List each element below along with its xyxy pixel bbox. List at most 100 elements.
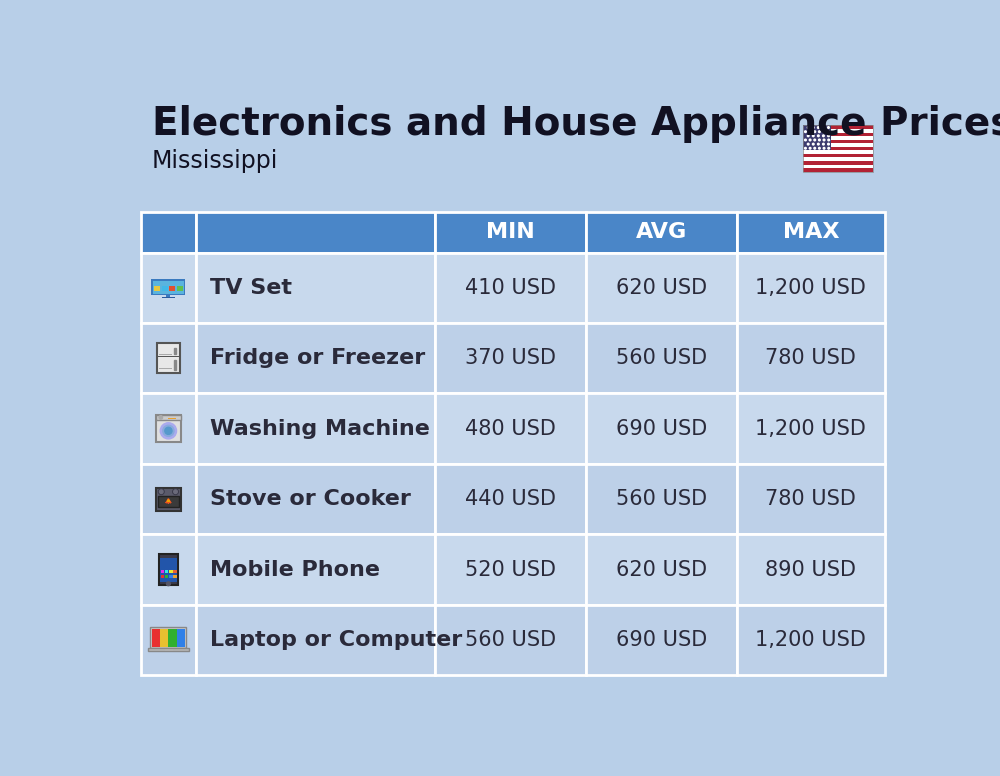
Bar	[803, 147, 873, 151]
Bar	[803, 165, 873, 168]
Bar	[164, 649, 173, 650]
Bar	[435, 605, 586, 675]
Bar	[803, 161, 873, 165]
Bar	[586, 605, 737, 675]
Circle shape	[823, 131, 825, 133]
Circle shape	[807, 126, 809, 128]
Bar	[803, 133, 873, 136]
Circle shape	[814, 147, 816, 149]
Text: 1,200 USD: 1,200 USD	[755, 630, 866, 650]
Bar	[435, 323, 586, 393]
Bar	[586, 252, 737, 323]
Text: Washing Machine: Washing Machine	[210, 418, 430, 438]
Bar	[586, 535, 737, 605]
Bar	[169, 570, 173, 573]
Bar	[737, 252, 885, 323]
Text: 370 USD: 370 USD	[465, 348, 556, 368]
Circle shape	[173, 489, 178, 494]
Circle shape	[809, 147, 811, 149]
Bar	[166, 295, 170, 298]
Bar	[156, 487, 181, 511]
Bar	[153, 281, 184, 293]
Circle shape	[828, 126, 829, 128]
Text: 560 USD: 560 USD	[616, 489, 707, 509]
Circle shape	[159, 416, 163, 419]
Bar	[803, 158, 873, 161]
Bar	[196, 252, 435, 323]
Bar	[586, 323, 737, 393]
Circle shape	[163, 425, 174, 436]
Bar	[803, 126, 831, 151]
Circle shape	[814, 139, 816, 140]
Text: AVG: AVG	[636, 223, 687, 242]
Bar	[737, 464, 885, 535]
Text: 690 USD: 690 USD	[616, 630, 707, 650]
Text: Electronics and House Appliance Prices: Electronics and House Appliance Prices	[152, 105, 1000, 143]
Bar	[173, 373, 178, 374]
Bar	[140, 605, 196, 675]
Text: 410 USD: 410 USD	[465, 278, 556, 298]
Circle shape	[812, 126, 814, 128]
Bar	[177, 286, 183, 291]
Circle shape	[807, 135, 809, 137]
Bar	[140, 393, 196, 464]
Bar	[157, 344, 180, 373]
Bar	[737, 323, 885, 393]
Text: 890 USD: 890 USD	[765, 559, 856, 580]
Bar	[160, 557, 177, 582]
Polygon shape	[167, 500, 170, 501]
Bar	[737, 393, 885, 464]
Circle shape	[160, 423, 177, 439]
Bar	[148, 649, 189, 651]
Text: Fridge or Freezer: Fridge or Freezer	[210, 348, 426, 368]
Bar	[165, 574, 168, 578]
Bar	[152, 629, 160, 646]
Text: 620 USD: 620 USD	[616, 559, 707, 580]
Bar	[140, 535, 196, 605]
Bar	[586, 393, 737, 464]
Bar	[152, 629, 185, 646]
Text: MAX: MAX	[783, 223, 839, 242]
Bar	[173, 570, 177, 573]
Bar	[803, 136, 873, 140]
Bar	[161, 570, 164, 573]
Bar	[157, 355, 180, 357]
Circle shape	[823, 126, 824, 128]
Circle shape	[805, 131, 806, 133]
Bar	[803, 126, 873, 129]
Bar	[140, 464, 196, 535]
Text: 560 USD: 560 USD	[465, 630, 556, 650]
Bar	[159, 554, 178, 585]
Bar	[156, 415, 181, 420]
Text: Mississippi: Mississippi	[152, 148, 278, 172]
Bar	[140, 213, 196, 252]
Bar	[196, 213, 435, 252]
Bar	[803, 151, 873, 154]
Bar	[160, 629, 168, 646]
Bar	[158, 442, 163, 443]
Bar	[162, 286, 168, 291]
Text: 1,200 USD: 1,200 USD	[755, 278, 866, 298]
Circle shape	[812, 144, 814, 145]
Bar	[435, 213, 586, 252]
Bar	[173, 442, 179, 443]
Bar	[173, 574, 177, 578]
Circle shape	[809, 139, 811, 140]
Text: Laptop or Computer: Laptop or Computer	[210, 630, 462, 650]
Text: TV Set: TV Set	[210, 278, 292, 298]
Circle shape	[812, 135, 814, 137]
Bar	[168, 629, 177, 646]
Bar	[435, 393, 586, 464]
Bar	[169, 574, 173, 578]
Bar	[174, 348, 176, 354]
Circle shape	[818, 126, 819, 128]
Bar	[586, 213, 737, 252]
Circle shape	[828, 144, 829, 145]
Circle shape	[165, 428, 172, 435]
Text: MIN: MIN	[486, 223, 535, 242]
Text: 1,200 USD: 1,200 USD	[755, 418, 866, 438]
Bar	[196, 323, 435, 393]
Bar	[165, 570, 168, 573]
Bar	[435, 252, 586, 323]
Bar	[151, 279, 185, 295]
